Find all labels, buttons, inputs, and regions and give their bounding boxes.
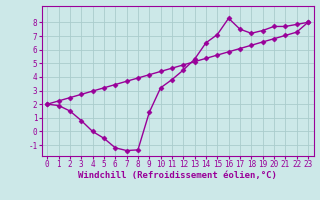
X-axis label: Windchill (Refroidissement éolien,°C): Windchill (Refroidissement éolien,°C) [78, 171, 277, 180]
